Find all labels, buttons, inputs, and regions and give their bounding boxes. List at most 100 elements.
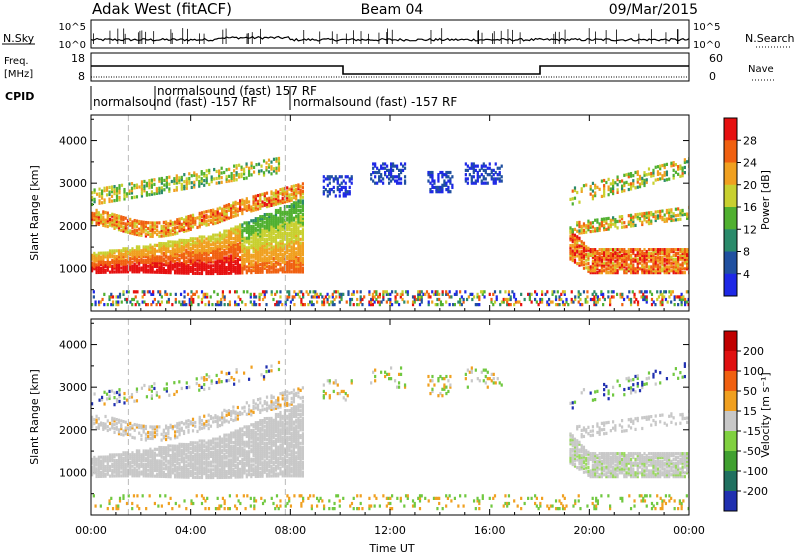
power-cell bbox=[603, 257, 606, 261]
power-cell bbox=[571, 202, 574, 206]
power-cell bbox=[228, 174, 231, 178]
power-cell bbox=[687, 297, 689, 302]
velocity-cell bbox=[162, 461, 165, 465]
power-cell bbox=[178, 242, 181, 246]
velocity-cell bbox=[122, 466, 125, 470]
power-cell bbox=[258, 303, 261, 307]
power-cell bbox=[167, 242, 170, 246]
power-cell bbox=[292, 239, 296, 243]
power-cell bbox=[399, 177, 403, 181]
power-cell bbox=[212, 268, 215, 272]
power-cell bbox=[618, 263, 621, 267]
power-cell bbox=[612, 271, 615, 275]
power-cell bbox=[340, 175, 343, 179]
power-cell bbox=[281, 224, 284, 228]
power-cell bbox=[591, 251, 595, 256]
power-cell bbox=[286, 192, 289, 196]
power-cell bbox=[173, 248, 177, 252]
power-cell bbox=[243, 240, 246, 244]
power-cell bbox=[100, 194, 104, 198]
power-cell bbox=[225, 177, 228, 181]
power-cell bbox=[683, 249, 686, 254]
velocity-cell bbox=[162, 457, 165, 461]
power-cell bbox=[569, 238, 572, 242]
velocity-cell bbox=[122, 462, 125, 466]
velocity-cell bbox=[115, 470, 118, 474]
velocity-cell bbox=[151, 459, 154, 463]
power-cell bbox=[635, 297, 638, 302]
velocity-cell bbox=[158, 451, 161, 455]
power-cell bbox=[104, 261, 107, 265]
power-cell bbox=[176, 221, 179, 226]
power-cell bbox=[254, 270, 257, 275]
power-cell bbox=[265, 220, 269, 224]
power-cell bbox=[263, 264, 266, 268]
power-cell bbox=[297, 241, 300, 245]
power-cell bbox=[259, 236, 262, 240]
power-cell bbox=[239, 255, 242, 260]
power-cell bbox=[131, 226, 134, 230]
power-cell bbox=[194, 258, 197, 262]
power-cell bbox=[663, 265, 666, 269]
power-cell bbox=[236, 267, 239, 271]
power-cell bbox=[205, 180, 208, 185]
velocity-cell bbox=[162, 451, 165, 456]
power-cell bbox=[471, 297, 474, 302]
power-cell bbox=[334, 194, 337, 198]
power-cell bbox=[185, 265, 188, 270]
power-cell bbox=[176, 267, 179, 271]
power-cell bbox=[191, 265, 195, 270]
velocity-cell bbox=[147, 459, 150, 463]
power-cell bbox=[178, 178, 181, 182]
power-cell bbox=[183, 303, 186, 307]
power-cell bbox=[591, 221, 595, 225]
power-cell bbox=[619, 295, 622, 299]
power-cell bbox=[472, 168, 475, 172]
power-cell bbox=[571, 237, 574, 242]
velocity-cell bbox=[135, 455, 139, 459]
power-cell bbox=[178, 180, 181, 185]
power-cell bbox=[147, 232, 150, 236]
power-cell bbox=[212, 233, 215, 237]
power-cell bbox=[111, 303, 115, 307]
power-cell bbox=[261, 200, 264, 204]
power-cell bbox=[279, 300, 282, 304]
power-cell bbox=[193, 183, 196, 187]
power-cell bbox=[195, 177, 198, 182]
power-cell bbox=[205, 260, 208, 264]
power-cell bbox=[223, 297, 226, 302]
power-cell bbox=[122, 221, 125, 225]
power-cell bbox=[102, 251, 105, 255]
power-cell bbox=[125, 194, 129, 198]
velocity-cell bbox=[142, 451, 145, 455]
power-cell bbox=[131, 303, 134, 307]
power-cell bbox=[329, 300, 333, 304]
power-cell bbox=[399, 295, 402, 299]
power-cell bbox=[274, 220, 278, 224]
power-cell bbox=[301, 224, 304, 228]
power-cell bbox=[573, 235, 577, 239]
power-cell bbox=[178, 250, 181, 254]
power-cell bbox=[279, 224, 282, 228]
power-cell bbox=[189, 214, 192, 218]
power-cell bbox=[259, 259, 262, 263]
power-cell bbox=[268, 260, 271, 265]
power-cell bbox=[198, 225, 201, 229]
power-cell bbox=[612, 248, 615, 252]
power-cell bbox=[277, 210, 280, 215]
power-cell bbox=[252, 234, 255, 238]
power-cell bbox=[241, 210, 244, 214]
power-cell bbox=[629, 218, 633, 222]
velocity-cell bbox=[106, 459, 109, 463]
power-cell bbox=[674, 170, 677, 174]
power-cell bbox=[600, 265, 603, 269]
power-cell bbox=[614, 220, 617, 224]
date-title: 09/Mar/2015 bbox=[609, 2, 698, 18]
power-cell bbox=[607, 253, 610, 257]
power-cell bbox=[504, 297, 507, 302]
power-cell bbox=[670, 292, 673, 296]
power-cell bbox=[265, 228, 269, 232]
velocity-cell bbox=[144, 468, 148, 472]
power-cell bbox=[205, 262, 208, 266]
power-cell bbox=[340, 181, 343, 185]
